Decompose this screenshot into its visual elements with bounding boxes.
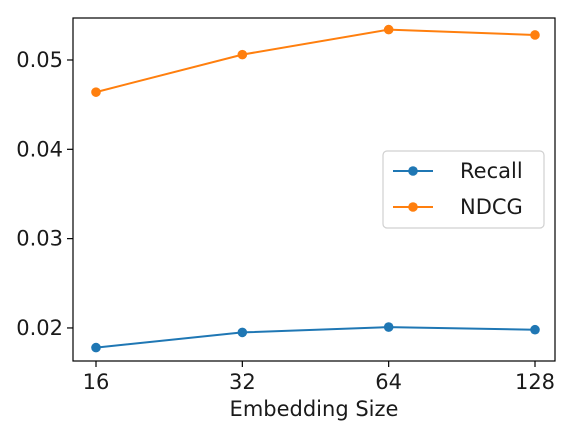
data-point-recall bbox=[237, 327, 248, 338]
data-point-ndcg bbox=[91, 87, 101, 97]
y-tick-label: 0.02 bbox=[16, 316, 63, 340]
y-tick-label: 0.03 bbox=[16, 227, 63, 251]
legend-label-ndcg: NDCG bbox=[460, 195, 523, 219]
x-axis-title: Embedding Size bbox=[230, 397, 399, 421]
y-tick-label: 0.04 bbox=[16, 137, 63, 161]
data-point-ndcg bbox=[237, 49, 248, 60]
y-axis: 0.02 0.03 0.04 0.05 bbox=[16, 48, 73, 340]
data-point-recall bbox=[383, 322, 394, 332]
data-point-ndcg bbox=[383, 24, 394, 35]
x-tick-label: 128 bbox=[515, 370, 555, 394]
x-tick-label: 64 bbox=[375, 370, 402, 394]
x-axis: 16 32 64 128 bbox=[83, 361, 555, 394]
x-tick-label: 16 bbox=[83, 370, 110, 394]
plot-frame bbox=[72, 17, 556, 362]
x-tick-label: 32 bbox=[229, 370, 256, 394]
legend-marker-recall bbox=[408, 166, 418, 176]
legend-label-recall: Recall bbox=[460, 159, 523, 183]
data-point-ndcg bbox=[530, 30, 540, 40]
data-point-recall bbox=[530, 324, 540, 335]
plot-marks bbox=[91, 24, 540, 353]
y-tick-label: 0.05 bbox=[16, 48, 63, 72]
legend: Recall NDCG bbox=[382, 150, 545, 229]
series-line-ndcg bbox=[95, 28, 536, 94]
series-line-recall bbox=[95, 326, 536, 349]
legend-marker-ndcg bbox=[408, 202, 418, 212]
data-point-recall bbox=[91, 342, 101, 353]
